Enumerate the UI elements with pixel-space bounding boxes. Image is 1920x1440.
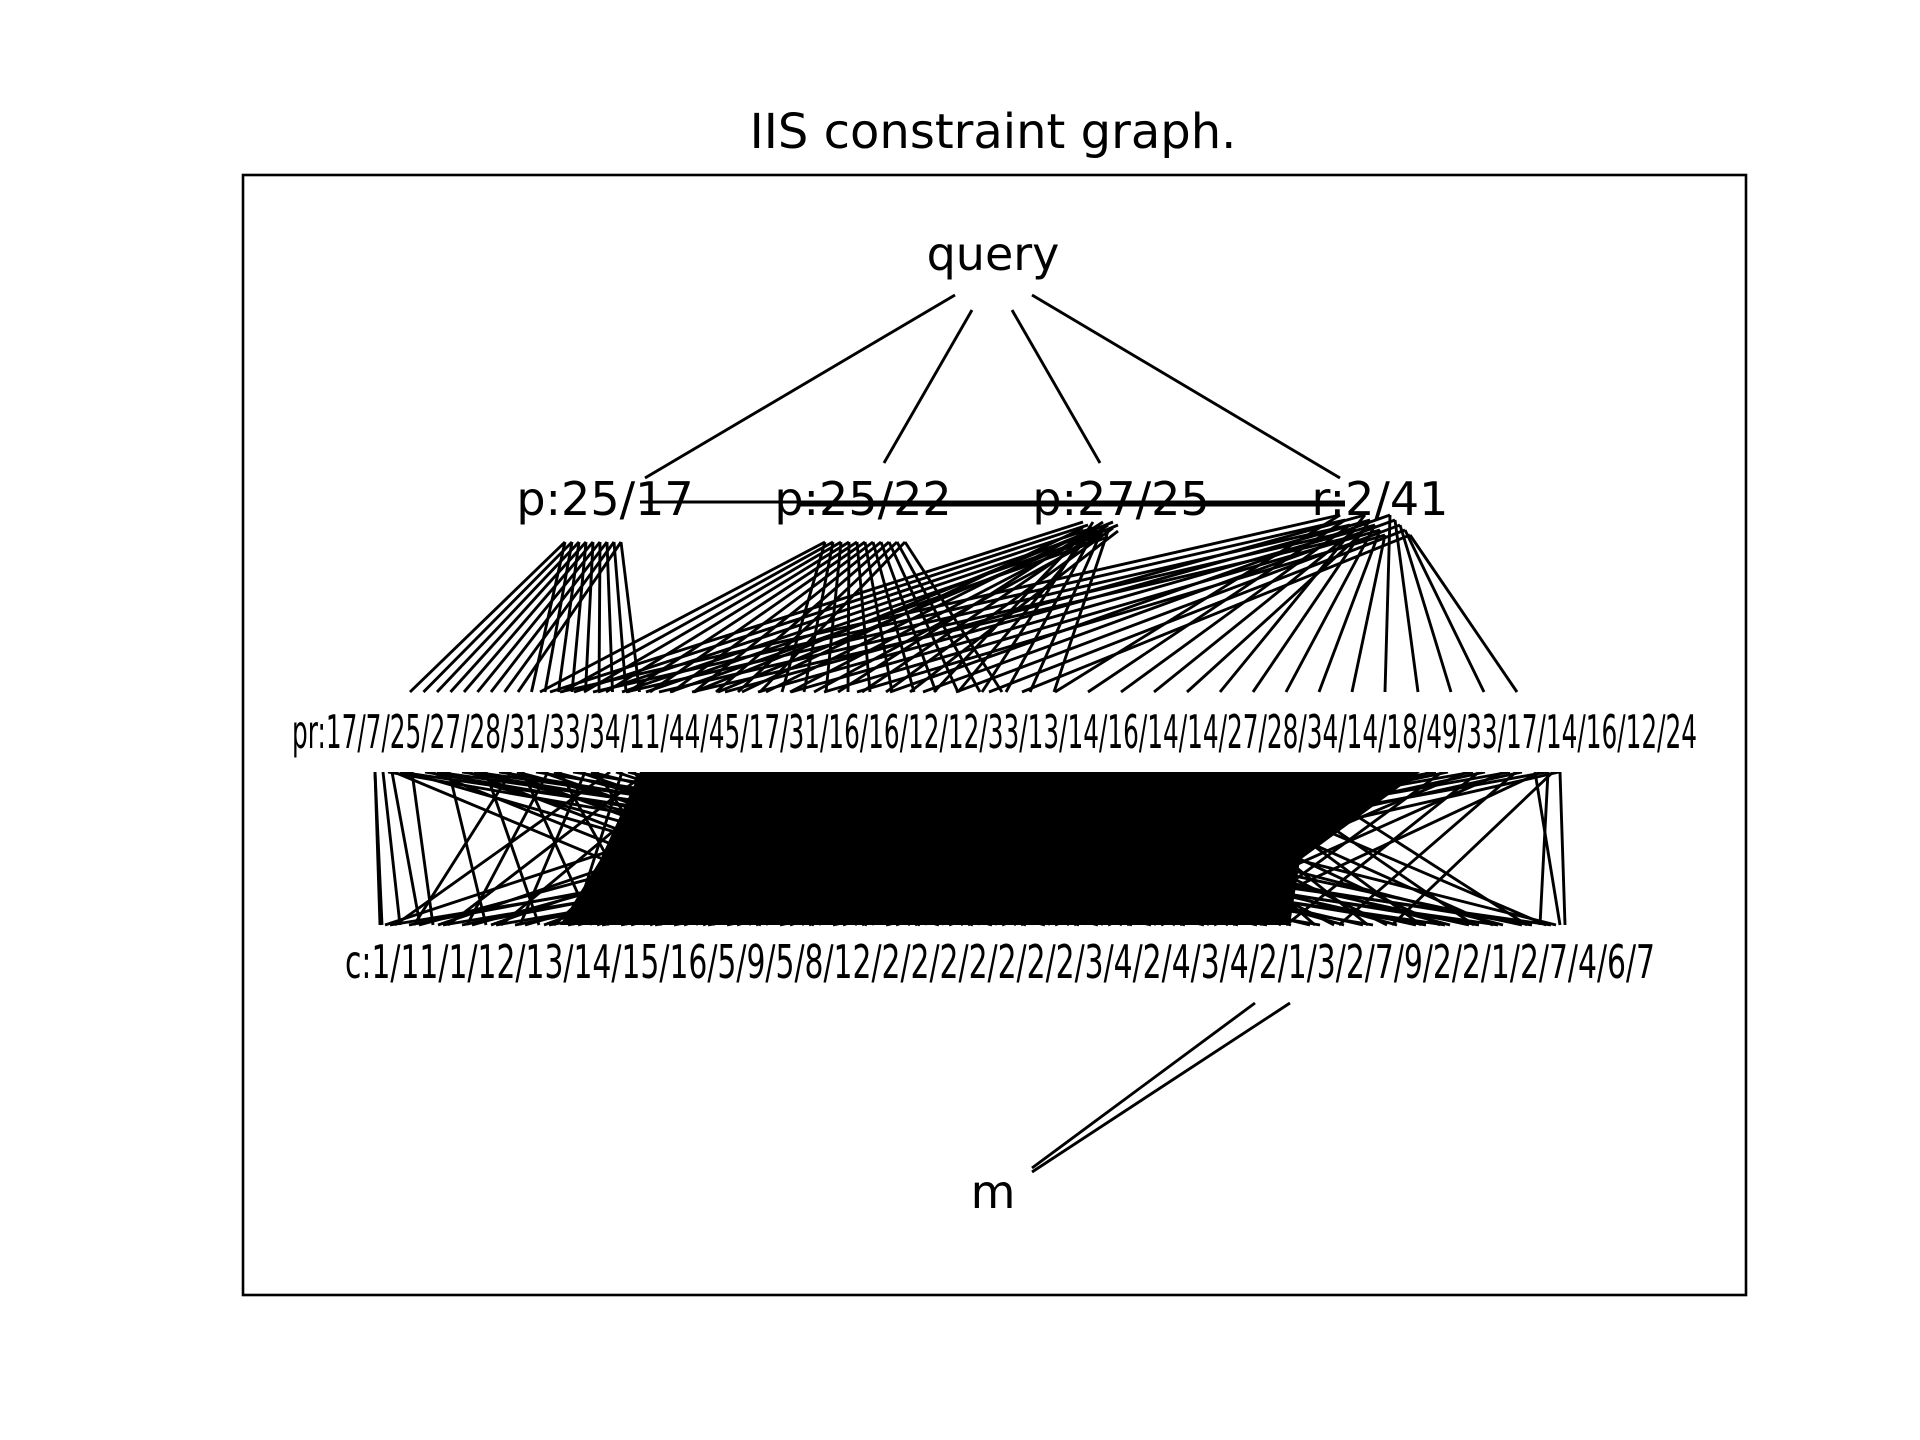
- node-m: m: [971, 1165, 1016, 1219]
- edge-r241-20: [1218, 514, 1367, 693]
- edge-r241-16: [1087, 518, 1346, 694]
- edge-r241-5: [724, 513, 1366, 694]
- edge-p2725-14: [885, 526, 1114, 694]
- edge-p2522-13: [824, 541, 843, 693]
- edge-root-3: [1031, 293, 1341, 480]
- edge-group: [373, 293, 1567, 1174]
- edge-p2522-0: [539, 540, 826, 694]
- edge-p2725-6: [693, 520, 1114, 694]
- node-query: query: [927, 227, 1060, 281]
- edge-root-2: [1010, 309, 1102, 464]
- node-level1-3: r:2/41: [1312, 472, 1449, 526]
- node-level3-labels: c:1/11/1/12/13/14/15/16/5/9/5/8/12/2/2/2…: [345, 935, 1655, 989]
- edge-p2725-0: [549, 520, 1084, 694]
- edge-r241-17: [1120, 523, 1351, 694]
- edge-side-4: [1538, 771, 1550, 926]
- edge-p2517-12: [570, 541, 588, 693]
- edge-r241-1: [592, 518, 1346, 694]
- edge-r241-15: [1054, 513, 1341, 694]
- edge-r241-28: [1403, 529, 1486, 693]
- edge-r241-18: [1153, 528, 1356, 694]
- edge-r241-6: [757, 518, 1371, 694]
- edge-r241-21: [1251, 519, 1372, 693]
- figure-title: IIS constraint graph.: [750, 104, 1237, 160]
- edge-p2517-17: [619, 541, 641, 693]
- level3-label-background: [345, 930, 1655, 1002]
- edge-p2517-15: [605, 541, 614, 693]
- node-level2-labels: pr:17/7/25/27/28/31/33/34/11/44/45/17/31…: [292, 705, 1697, 759]
- edge-r241-27: [1398, 524, 1453, 693]
- edge-r241-29: [1408, 534, 1519, 693]
- edge-r241-0: [559, 513, 1341, 694]
- edge-r241-23: [1317, 529, 1382, 693]
- node-level1-0: p:25/17: [516, 472, 693, 526]
- edge-p2725-1: [573, 523, 1089, 694]
- edge-p2725-21: [1052, 530, 1110, 693]
- edge-p2517-1: [422, 540, 574, 694]
- edge-side-0: [373, 771, 384, 926]
- edge-r241-19: [1186, 533, 1361, 694]
- edge-p2522-12: [802, 541, 835, 693]
- edge-p2522-1: [561, 540, 834, 694]
- edge-mid-64: [1391, 770, 1554, 927]
- edge-mid-136: [447, 770, 648, 927]
- edge-p2517-10: [543, 541, 574, 693]
- edge-side-1: [381, 771, 402, 926]
- edge-sink-a: [1031, 1001, 1256, 1170]
- edge-p2522-18: [879, 541, 938, 693]
- edge-p2725-20: [1028, 527, 1105, 693]
- edge-r241-22: [1284, 524, 1377, 693]
- edge-root-1: [882, 309, 974, 464]
- edge-p2517-14: [597, 541, 602, 693]
- edge-mid-135: [394, 770, 611, 927]
- edge-p2725-8: [741, 526, 1084, 694]
- edge-sink-b: [1031, 1001, 1291, 1174]
- node-level1-2: p:27/25: [1032, 472, 1209, 526]
- edge-p2522-20: [895, 541, 982, 693]
- edge-r241-26: [1393, 519, 1420, 693]
- edge-r241-9: [856, 533, 1386, 694]
- edge-r241-14: [1021, 533, 1411, 694]
- axes-frame: [241, 173, 1748, 1297]
- edge-r241-25: [1383, 514, 1392, 693]
- edge-p2517-2: [435, 541, 581, 693]
- edge-p2517-3: [449, 541, 588, 693]
- node-level1-1: p:25/22: [774, 472, 951, 526]
- edge-p2517-0: [408, 540, 567, 694]
- edge-p2517-9: [530, 541, 567, 693]
- edge-side-2: [390, 771, 422, 926]
- edge-p2517-5: [476, 541, 602, 693]
- node-group: query p:25/17 p:25/22 p:27/25 r:2/41 pr:17/7/…: [290, 227, 1700, 1219]
- edge-side-3: [1558, 771, 1567, 926]
- edge-side-5: [1533, 771, 1562, 926]
- dense-edge-band: [560, 772, 1420, 925]
- edge-p2517-11: [557, 541, 581, 693]
- edge-r241-24: [1350, 534, 1387, 693]
- level2-label-background: [290, 700, 1700, 772]
- edge-root-0: [644, 293, 956, 480]
- edge-p2517-4: [462, 541, 595, 693]
